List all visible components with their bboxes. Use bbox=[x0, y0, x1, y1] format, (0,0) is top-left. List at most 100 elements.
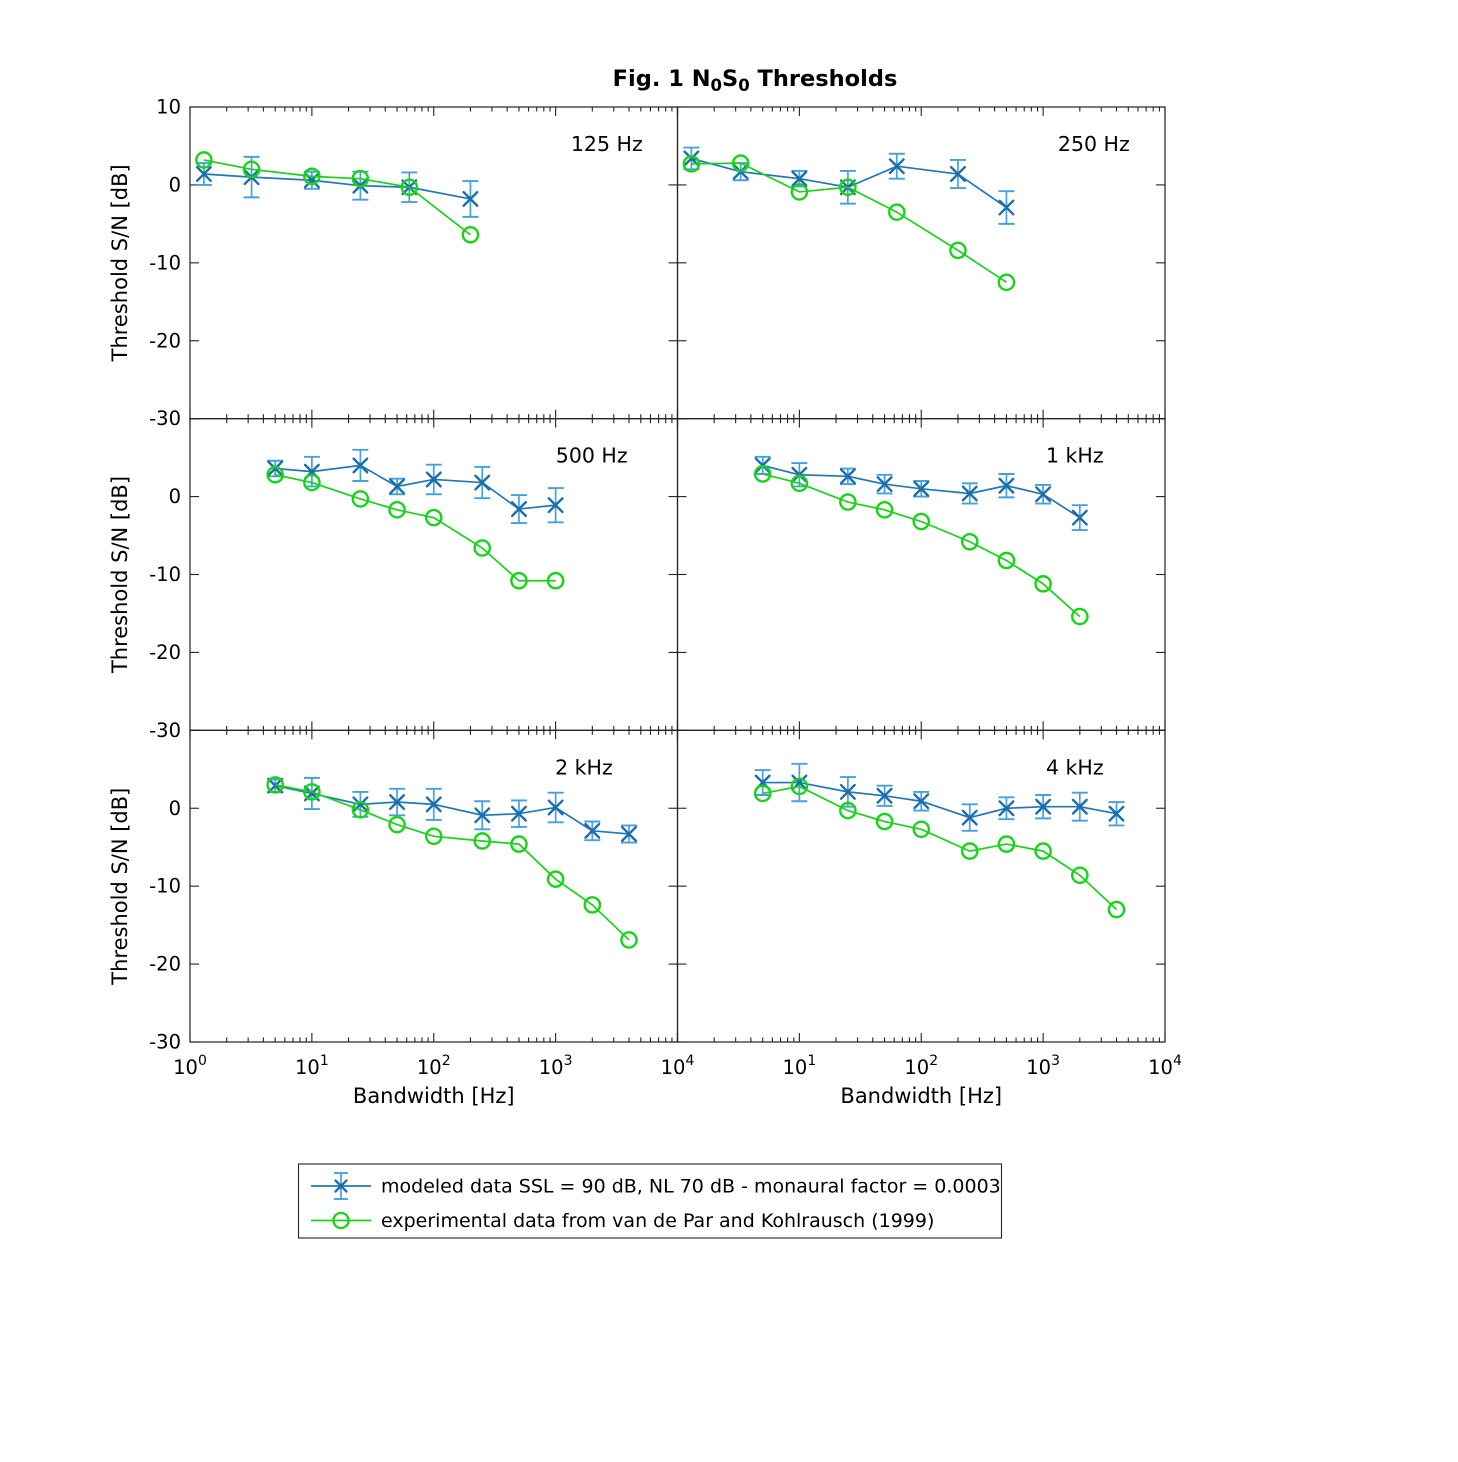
experimental-circle-marker bbox=[1071, 607, 1089, 626]
modeled-x-marker bbox=[1035, 798, 1052, 815]
modeled-x-marker bbox=[961, 809, 978, 826]
y-tick-label: -10 bbox=[149, 875, 181, 898]
modeled-x-marker bbox=[839, 468, 856, 485]
experimental-circle-marker bbox=[839, 493, 857, 511]
experimental-circle-marker bbox=[266, 465, 284, 484]
modeled-x-marker bbox=[913, 793, 930, 810]
experimental-circle-marker bbox=[887, 203, 906, 221]
experimental-circle-marker bbox=[960, 842, 979, 860]
experimental-circle-marker bbox=[351, 169, 370, 188]
y-tick-label: 0 bbox=[169, 485, 181, 508]
y-tick-label: -30 bbox=[149, 719, 181, 742]
experimental-circle-marker bbox=[583, 896, 602, 914]
experimental-circle-marker bbox=[195, 151, 213, 169]
experimental-circle-marker bbox=[473, 539, 492, 557]
experimental-circle-marker bbox=[388, 815, 406, 834]
panel-label-250-hz: 250 Hz bbox=[1058, 132, 1130, 156]
experimental-circle-marker bbox=[682, 155, 701, 173]
experimental-circle-marker bbox=[790, 777, 809, 796]
experimental-circle-marker bbox=[546, 571, 565, 590]
x-tick-label: 101 bbox=[295, 1053, 329, 1079]
modeled-x-marker bbox=[547, 497, 564, 514]
y-tick-label: -10 bbox=[149, 563, 181, 586]
experimental-circle-marker bbox=[875, 812, 894, 831]
modeled-x-marker bbox=[791, 170, 808, 187]
x-tick-label: 103 bbox=[539, 1053, 573, 1079]
experimental-circle-marker bbox=[303, 167, 321, 186]
legend-experimental-circle-icon bbox=[332, 1211, 350, 1230]
experimental-circle-marker bbox=[912, 512, 931, 531]
modeled-x-marker bbox=[1071, 509, 1088, 526]
modeled-x-marker bbox=[998, 199, 1015, 216]
modeled-x-marker bbox=[998, 800, 1015, 817]
experimental-circle-marker bbox=[731, 154, 750, 172]
y-tick-label: -10 bbox=[149, 251, 181, 274]
modeled-x-marker bbox=[584, 822, 601, 839]
experimental-circle-marker bbox=[388, 501, 406, 519]
experimental-series-line bbox=[762, 785, 1118, 911]
panel-500-hz: 0 -10 -20 -30 500 Hz bbox=[149, 418, 679, 742]
legend-experimental-label: experimental data from van de Par and Ko… bbox=[381, 1210, 934, 1232]
experimental-series-line bbox=[762, 473, 1081, 618]
x-axis-label-left: Bandwidth [Hz] bbox=[353, 1084, 515, 1108]
experimental-circle-marker bbox=[510, 571, 528, 590]
panel-label-500-hz: 500 Hz bbox=[556, 444, 628, 468]
modeled-x-marker bbox=[1035, 486, 1052, 503]
modeled-x-marker bbox=[547, 799, 564, 816]
modeled-series-line bbox=[203, 173, 471, 200]
y-tick-label: -30 bbox=[149, 407, 181, 430]
experimental-circle-marker bbox=[400, 178, 419, 197]
experimental-circle-marker bbox=[303, 783, 321, 801]
experimental-circle-marker bbox=[620, 931, 638, 949]
experimental-circle-marker bbox=[546, 870, 565, 888]
experimental-circle-marker bbox=[1034, 575, 1052, 593]
panel-label-1-khz: 1 kHz bbox=[1046, 444, 1104, 468]
experimental-circle-marker bbox=[790, 474, 809, 493]
y-axis-label-row3: Threshold S/N [dB] bbox=[108, 788, 132, 986]
x-tick-label: 104 bbox=[661, 1053, 695, 1079]
modeled-x-marker bbox=[1108, 805, 1125, 822]
legend-modeled-x-icon bbox=[334, 1179, 348, 1193]
experimental-circle-marker bbox=[1071, 866, 1089, 885]
experimental-circle-marker bbox=[351, 801, 370, 819]
y-tick-label: -20 bbox=[149, 953, 181, 976]
modeled-series-line bbox=[275, 784, 630, 835]
experimental-circle-marker bbox=[839, 178, 857, 197]
experimental-series-line bbox=[275, 784, 630, 941]
experimental-circle-marker bbox=[1107, 900, 1126, 919]
x-tick-label: 102 bbox=[417, 1053, 451, 1079]
modeled-x-marker bbox=[389, 794, 406, 811]
modeled-x-marker bbox=[998, 477, 1015, 494]
x-tick-label: 102 bbox=[904, 1053, 938, 1079]
legend-box bbox=[297, 1163, 1003, 1239]
modeled-x-marker bbox=[510, 805, 527, 822]
modeled-x-marker bbox=[1071, 798, 1088, 815]
y-tick-label: -30 bbox=[149, 1031, 181, 1054]
x-tick-label: 104 bbox=[1148, 1053, 1182, 1079]
experimental-circle-marker bbox=[997, 551, 1016, 570]
y-tick-label: 10 bbox=[156, 96, 181, 119]
y-axis-label-row2: Threshold S/N [dB] bbox=[108, 476, 132, 674]
y-tick-label: 0 bbox=[169, 173, 181, 196]
panel-label-2-khz: 2 kHz bbox=[555, 755, 613, 779]
experimental-circle-marker bbox=[997, 273, 1016, 292]
panel-label-125-hz: 125 Hz bbox=[571, 132, 643, 156]
x-tick-label: 103 bbox=[1026, 1053, 1060, 1079]
modeled-x-marker bbox=[683, 150, 700, 167]
experimental-circle-marker bbox=[424, 508, 443, 527]
modeled-x-marker bbox=[389, 478, 406, 495]
modeled-x-marker bbox=[876, 476, 893, 493]
legend: modeled data SSL = 90 dB, NL 70 dB - mon… bbox=[297, 1163, 1003, 1239]
x-axis-label-right: Bandwidth [Hz] bbox=[840, 1084, 1002, 1108]
modeled-x-marker bbox=[888, 158, 905, 175]
modeled-x-marker bbox=[876, 787, 893, 804]
experimental-circle-marker bbox=[461, 225, 480, 244]
modeled-x-marker bbox=[352, 457, 369, 474]
modeled-x-marker bbox=[961, 485, 978, 502]
experimental-circle-marker bbox=[753, 465, 772, 483]
experimental-circle-marker bbox=[266, 776, 284, 794]
panel-label-4-khz: 4 kHz bbox=[1046, 755, 1104, 779]
experimental-circle-marker bbox=[753, 784, 772, 803]
